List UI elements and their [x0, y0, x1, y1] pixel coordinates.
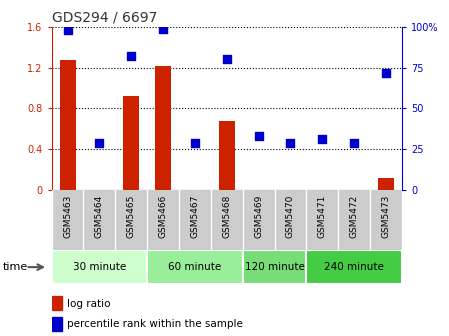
Point: [128, 53, 135, 59]
Text: log ratio: log ratio: [67, 299, 111, 308]
Text: GSM5469: GSM5469: [254, 195, 263, 238]
Bar: [187, 190, 203, 191]
Bar: [60, 60, 75, 190]
Point: [96, 140, 103, 145]
Bar: [282, 190, 299, 192]
Text: GSM5463: GSM5463: [63, 195, 72, 238]
Text: GSM5465: GSM5465: [127, 195, 136, 238]
Point: [287, 140, 294, 145]
Bar: [251, 190, 267, 191]
Point: [255, 133, 262, 139]
Bar: [52, 317, 62, 331]
Text: GDS294 / 6697: GDS294 / 6697: [52, 10, 157, 24]
Bar: [242, 250, 306, 284]
Text: 30 minute: 30 minute: [73, 262, 126, 272]
Text: GSM5471: GSM5471: [318, 195, 327, 238]
Text: GSM5466: GSM5466: [158, 195, 167, 238]
Bar: [92, 190, 107, 192]
Point: [223, 57, 230, 62]
Point: [351, 140, 358, 145]
Text: time: time: [2, 262, 27, 272]
Bar: [52, 296, 62, 310]
Point: [191, 140, 198, 145]
Bar: [123, 96, 139, 190]
Point: [64, 28, 71, 33]
Text: GSM5468: GSM5468: [222, 195, 231, 238]
Text: GSM5467: GSM5467: [190, 195, 199, 238]
Bar: [314, 190, 330, 192]
Point: [319, 137, 326, 142]
Bar: [378, 178, 394, 190]
Text: percentile rank within the sample: percentile rank within the sample: [67, 319, 243, 329]
Text: 240 minute: 240 minute: [324, 262, 384, 272]
Text: GSM5464: GSM5464: [95, 195, 104, 238]
Bar: [346, 190, 362, 192]
Text: 120 minute: 120 minute: [245, 262, 304, 272]
Bar: [52, 250, 147, 284]
Bar: [306, 250, 402, 284]
Bar: [155, 66, 171, 190]
Point: [159, 26, 167, 31]
Text: 60 minute: 60 minute: [168, 262, 221, 272]
Point: [383, 70, 390, 75]
Text: GSM5473: GSM5473: [382, 195, 391, 238]
Text: GSM5470: GSM5470: [286, 195, 295, 238]
Bar: [219, 121, 235, 190]
Bar: [147, 250, 242, 284]
Text: GSM5472: GSM5472: [350, 195, 359, 238]
